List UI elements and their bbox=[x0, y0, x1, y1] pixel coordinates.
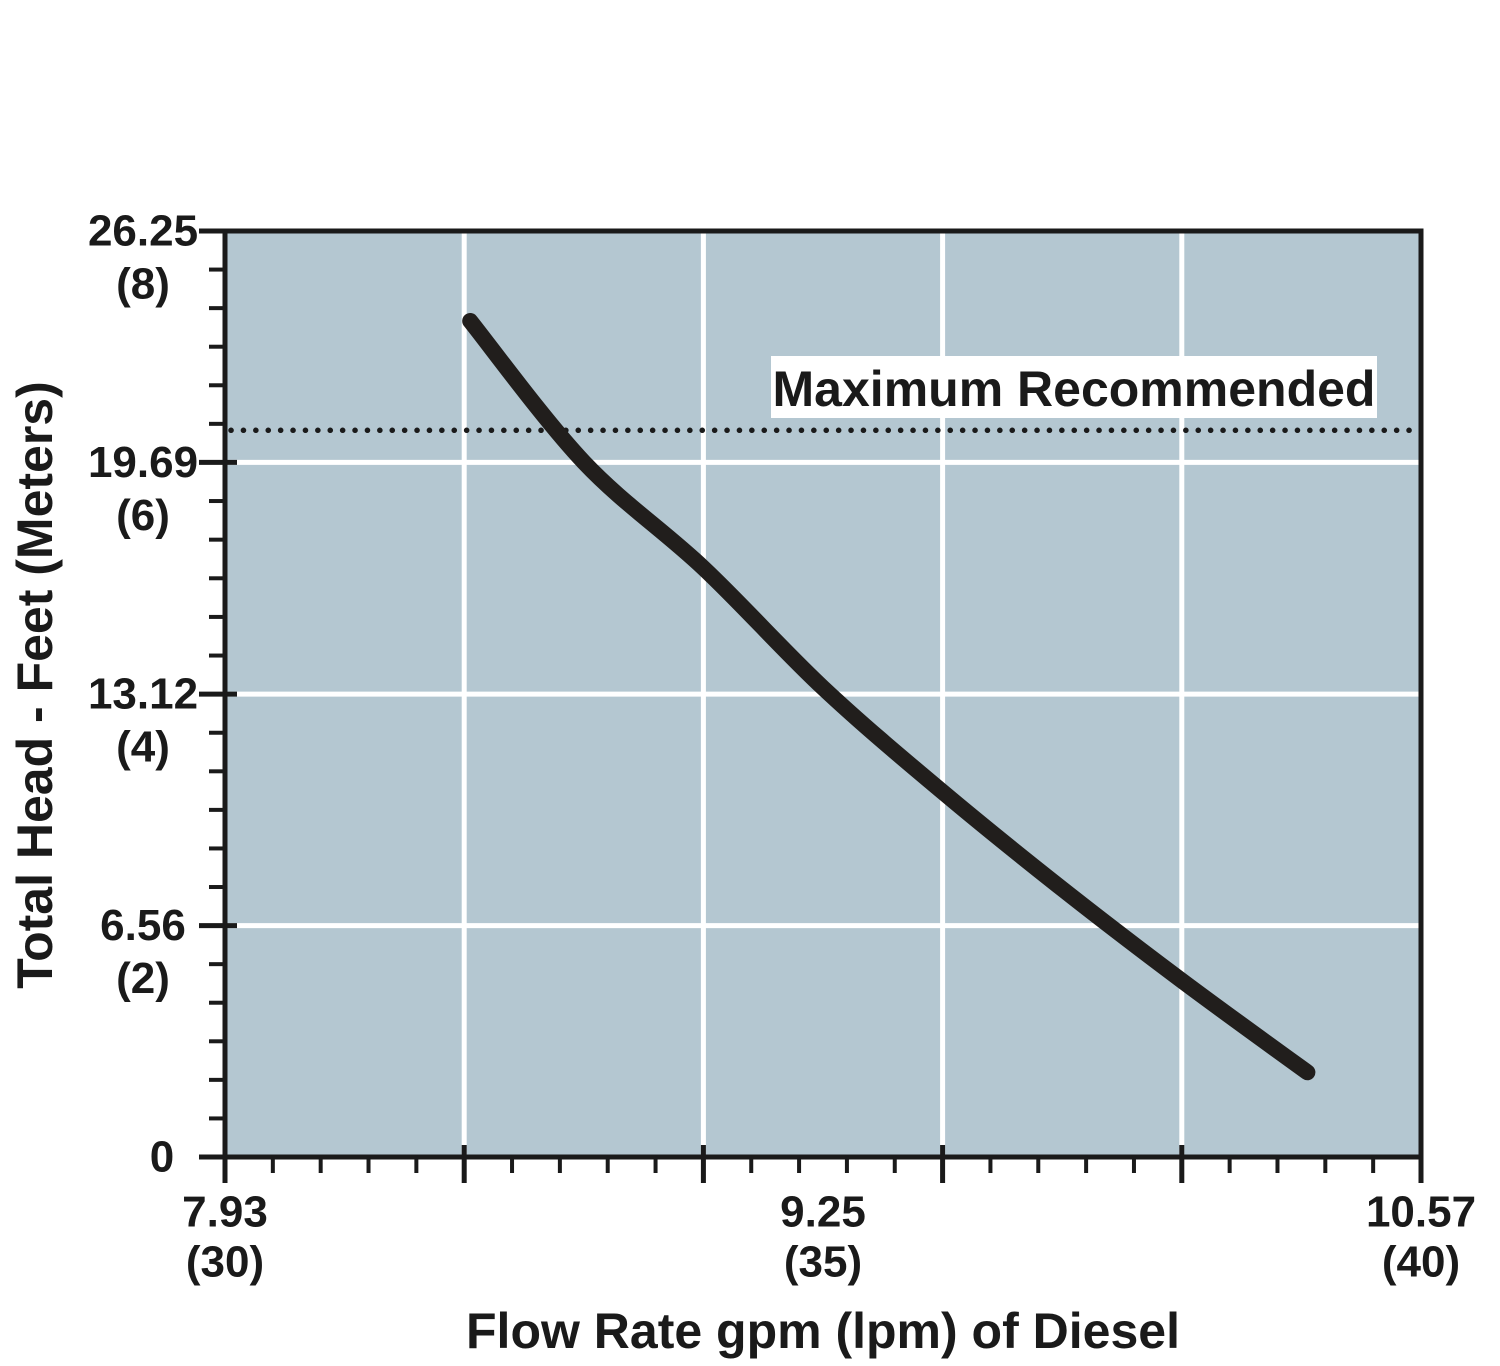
max-recommended-label-bg bbox=[771, 356, 1377, 418]
y-tick-label-secondary: (6) bbox=[116, 491, 170, 540]
y-tick-label-secondary: (4) bbox=[116, 723, 170, 772]
x-tick-label-primary: 7.93 bbox=[182, 1188, 268, 1237]
max-recommended-label: Maximum Recommended bbox=[773, 361, 1376, 417]
y-tick-label-primary: 13.12 bbox=[88, 670, 198, 719]
x-tick-label-secondary: (30) bbox=[186, 1238, 264, 1287]
x-tick-label-secondary: (35) bbox=[784, 1238, 862, 1287]
x-tick-label-primary: 10.57 bbox=[1366, 1188, 1476, 1237]
x-axis-title: Flow Rate gpm (lpm) of Diesel bbox=[466, 1303, 1180, 1359]
y-tick-label-primary: 19.69 bbox=[88, 438, 198, 487]
axis-ticks bbox=[199, 228, 1424, 1183]
y-tick-label-primary: 6.56 bbox=[100, 901, 186, 950]
y-tick-label-primary: 26.25 bbox=[88, 207, 198, 256]
pump-curve bbox=[462, 313, 1316, 1081]
y-tick-label-secondary: (2) bbox=[116, 954, 170, 1003]
axis-tick-labels: 7.93(30) 9.25(35) 10.57(40) 26.25(8) 19.69(6… bbox=[88, 207, 1476, 1287]
x-tick-label-secondary: (40) bbox=[1382, 1238, 1460, 1287]
y-tick-label-secondary: (8) bbox=[116, 260, 170, 309]
y-tick-label-primary: 0 bbox=[150, 1133, 174, 1182]
x-tick-label-primary: 9.25 bbox=[780, 1188, 866, 1237]
y-axis-title: Total Head - Feet (Meters) bbox=[7, 381, 63, 989]
